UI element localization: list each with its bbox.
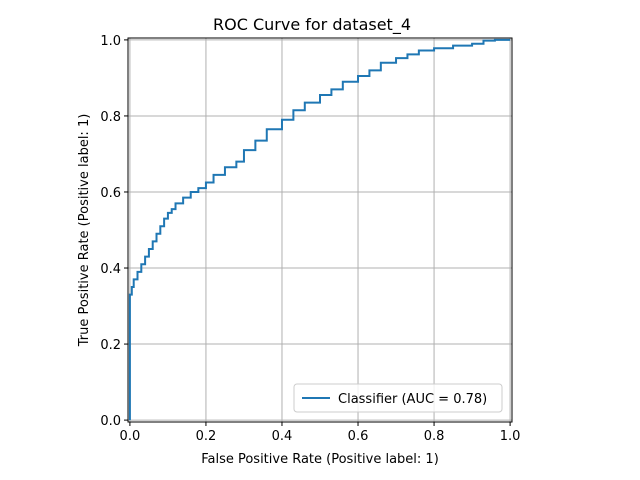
roc-curve-line — [128, 38, 511, 421]
axes-frame — [127, 37, 513, 423]
x-tick-label: 0.4 — [272, 429, 293, 444]
x-tick-label: 0.0 — [120, 429, 141, 444]
x-tick-label: 0.2 — [196, 429, 217, 444]
y-tick-label: 0.2 — [100, 338, 121, 353]
y-tick-label: 0.6 — [100, 186, 121, 201]
legend-box — [293, 383, 503, 413]
y-tick-label: 1.0 — [100, 34, 121, 49]
y-tick-label: 0.0 — [100, 414, 121, 429]
legend-entry: Classifier (AUC = 0.78) — [338, 392, 487, 407]
plot-area — [128, 38, 511, 421]
x-tick-label: 0.8 — [424, 429, 445, 444]
x-axis-label: False Positive Rate (Positive label: 1) — [201, 452, 439, 467]
y-tick-label: 0.4 — [100, 262, 121, 277]
chart-title: ROC Curve for dataset_4 — [213, 15, 411, 35]
legend: Classifier (AUC = 0.78) — [293, 383, 503, 413]
y-axis-label: True Positive Rate (Positive label: 1) — [77, 114, 92, 348]
axis-ticks: 0.0 0.2 0.4 0.6 0.8 1.0 0.0 0.2 0.4 0.6 0.8 1.0 — [100, 34, 520, 444]
grid — [128, 38, 512, 422]
x-tick-label: 1.0 — [500, 429, 521, 444]
x-tick-label: 0.6 — [348, 429, 369, 444]
y-tick-label: 0.8 — [100, 110, 121, 125]
